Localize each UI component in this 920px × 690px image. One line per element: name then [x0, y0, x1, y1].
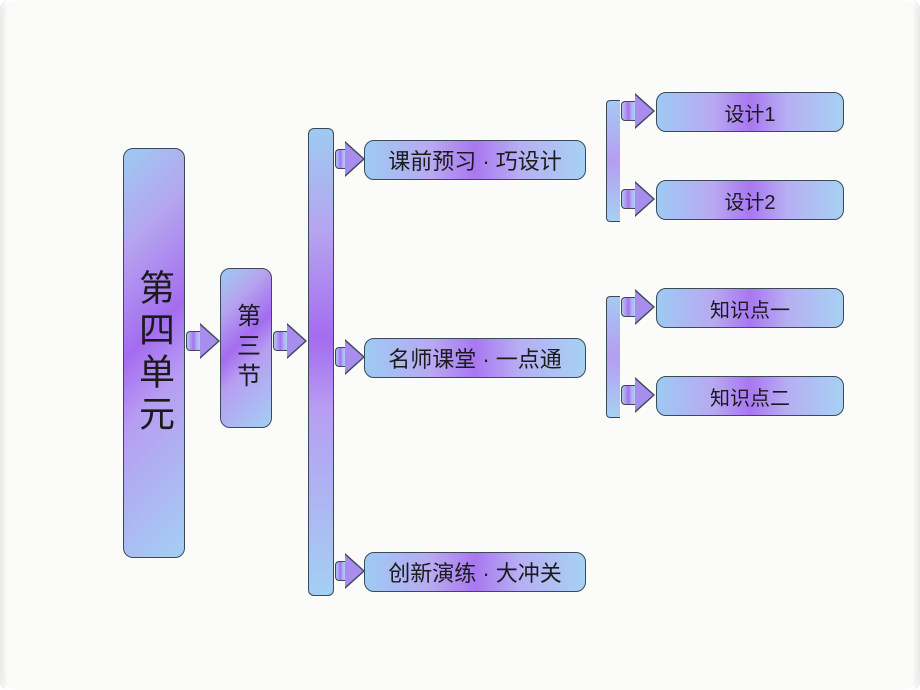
node-class: 名师课堂 · 一点通	[364, 338, 586, 378]
bracket-connector	[606, 100, 620, 222]
arrow-icon	[621, 93, 655, 129]
node-section-3-label: 第三节	[229, 303, 264, 393]
node-design-2: 设计2	[656, 180, 844, 220]
arrow-icon	[621, 377, 655, 413]
node-practice-label: 创新演练 · 大冲关	[388, 556, 562, 588]
node-practice: 创新演练 · 大冲关	[364, 552, 586, 592]
node-design-1: 设计1	[656, 92, 844, 132]
node-design-1-label: 设计1	[724, 98, 775, 127]
node-unit-4: 第四单元	[123, 148, 185, 558]
node-point-2: 知识点二	[656, 376, 844, 416]
bracket-connector	[606, 296, 620, 418]
connector-bar	[308, 128, 334, 596]
node-point-1-label: 知识点一	[710, 294, 790, 323]
arrow-icon	[621, 181, 655, 217]
arrow-icon	[273, 323, 307, 359]
node-point-2-label: 知识点二	[710, 382, 790, 411]
node-point-1: 知识点一	[656, 288, 844, 328]
node-section-3: 第三节	[220, 268, 272, 428]
node-class-label: 名师课堂 · 一点通	[388, 342, 562, 374]
arrow-icon	[621, 289, 655, 325]
arrow-icon	[335, 339, 365, 375]
arrow-icon	[186, 323, 220, 359]
node-design-2-label: 设计2	[724, 186, 775, 215]
arrow-icon	[335, 553, 365, 589]
node-unit-4-label: 第四单元	[128, 269, 180, 437]
diagram-canvas: 第四单元 第三节	[0, 0, 920, 690]
arrow-icon	[335, 141, 365, 177]
node-preview-label: 课前预习 · 巧设计	[388, 144, 562, 176]
node-preview: 课前预习 · 巧设计	[364, 140, 586, 180]
